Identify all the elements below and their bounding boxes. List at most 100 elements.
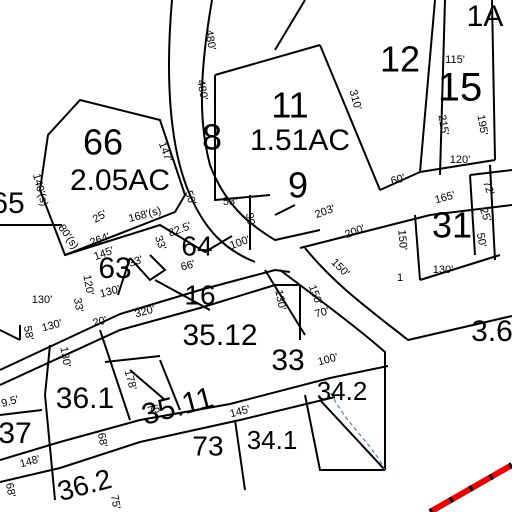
dimension-label: 33' bbox=[152, 234, 168, 252]
lot-line bbox=[264, 269, 306, 336]
parcel-label: 34.2 bbox=[317, 376, 368, 406]
dimension-label: 320' bbox=[134, 303, 157, 320]
dimension-label: 130' bbox=[99, 283, 122, 300]
parcel-label: 73 bbox=[192, 430, 223, 461]
parcel-label: 33 bbox=[271, 344, 304, 377]
dimension-label: 120' bbox=[450, 154, 470, 166]
lot-line bbox=[117, 257, 131, 296]
parcel-label: 34.1 bbox=[247, 425, 298, 455]
lot-line bbox=[99, 329, 131, 421]
parcel-label: 11 bbox=[271, 85, 308, 126]
dimension-label: 150' bbox=[395, 229, 409, 250]
parcel-label: 9 bbox=[288, 165, 308, 206]
railway-ties bbox=[428, 462, 512, 512]
dimension-label: 140'(s) bbox=[30, 172, 50, 207]
dimension-label: 130' bbox=[41, 317, 64, 334]
dimension-label: 150' bbox=[306, 283, 324, 306]
lot-line bbox=[38, 98, 187, 257]
lot-line bbox=[469, 174, 476, 256]
parcel-label: 2.05AC bbox=[70, 164, 170, 197]
lot-line bbox=[469, 169, 512, 176]
lot-line bbox=[419, 159, 496, 173]
lot-line bbox=[159, 359, 181, 411]
lot-line bbox=[279, 269, 386, 470]
dimension-label: 120' bbox=[80, 274, 95, 296]
dimension-label: 100' bbox=[317, 351, 340, 368]
dimension-label: 203' bbox=[313, 203, 336, 221]
lot-line bbox=[0, 268, 291, 371]
lot-line bbox=[0, 409, 43, 416]
dimension-label: 480' bbox=[194, 79, 209, 101]
dimension-label: 195' bbox=[474, 114, 489, 136]
dimension-label: 130' bbox=[433, 264, 453, 276]
stream bbox=[324, 379, 386, 471]
dimension-label: 75' bbox=[108, 494, 122, 510]
lot-line bbox=[168, 0, 256, 263]
dimension-label: 72' bbox=[480, 179, 496, 197]
parcel-label: 15 bbox=[438, 66, 483, 110]
lot-line bbox=[304, 394, 385, 471]
lot-line bbox=[129, 254, 167, 282]
lot-line bbox=[43, 344, 56, 501]
parcel-label: 36.2 bbox=[54, 463, 115, 507]
dimension-label: 200' bbox=[343, 223, 366, 241]
lot-line bbox=[489, 164, 496, 261]
dimension-label: 9.5' bbox=[0, 394, 20, 410]
lot-line bbox=[154, 279, 211, 311]
parcel-label: 64 bbox=[181, 230, 212, 261]
lot-line bbox=[274, 204, 296, 216]
lot-line bbox=[379, 0, 436, 191]
parcel-label: 8 bbox=[202, 117, 222, 158]
dimension-label: 58' bbox=[21, 325, 35, 341]
dimension-label: 53' bbox=[223, 196, 237, 208]
lot-line bbox=[200, 0, 321, 242]
dimension-label: 50' bbox=[182, 189, 198, 207]
lot-line bbox=[439, 0, 446, 176]
lot-line bbox=[299, 204, 512, 249]
dimension-label: 60' bbox=[389, 172, 406, 187]
parcel-label: 3.6 bbox=[471, 315, 512, 348]
dimension-label: 130' bbox=[57, 346, 72, 368]
dimension-label: 25' bbox=[91, 208, 109, 226]
lot-line bbox=[104, 355, 161, 363]
lot-line bbox=[274, 0, 306, 51]
parcel-label: 66 bbox=[83, 122, 123, 163]
dimension-label: 1 bbox=[397, 272, 403, 284]
lot-line bbox=[214, 44, 321, 76]
dimension-label: 20' bbox=[91, 314, 108, 329]
dimension-label: 147' bbox=[156, 140, 174, 163]
parcel-label: 65 bbox=[0, 187, 25, 220]
dimension-label: 80'(s) bbox=[55, 222, 80, 251]
parcel-label: 36.1 bbox=[56, 382, 114, 415]
lot-line bbox=[64, 223, 233, 256]
lot-line bbox=[234, 419, 246, 491]
dimension-label: 130' bbox=[32, 294, 52, 306]
dimension-label: 130' bbox=[272, 289, 287, 311]
parcel-label: 1A bbox=[467, 0, 504, 33]
dimension-label: 75' bbox=[146, 402, 163, 417]
parcel-label: 35.12 bbox=[182, 319, 257, 352]
dimension-label: 66' bbox=[179, 258, 196, 273]
dimension-label: 115' bbox=[445, 54, 465, 66]
dimension-label: 480' bbox=[202, 29, 217, 51]
lot-line bbox=[319, 44, 381, 191]
dimension-label: 68' bbox=[95, 432, 109, 448]
dimension-label: 68' bbox=[3, 482, 17, 498]
dimension-label: 178' bbox=[122, 369, 139, 392]
lot-line bbox=[319, 399, 386, 471]
dimension-label: 310' bbox=[347, 89, 364, 112]
parcel-label: 31 bbox=[432, 205, 472, 246]
lot-line bbox=[419, 254, 501, 281]
lot-line bbox=[491, 0, 496, 161]
lot-line bbox=[129, 369, 166, 401]
lot-line bbox=[0, 325, 21, 341]
dimension-label: 50' bbox=[474, 232, 488, 248]
dimension-label: 90' bbox=[243, 212, 257, 228]
dimension-label: 168'(s) bbox=[127, 205, 162, 225]
dimension-label: 165' bbox=[434, 189, 457, 206]
parcel-label: 12 bbox=[380, 39, 420, 80]
parcel-label: 37 bbox=[0, 417, 32, 450]
dimension-label: 145' bbox=[229, 403, 252, 420]
parcel-label: 1.51AC bbox=[250, 124, 350, 157]
